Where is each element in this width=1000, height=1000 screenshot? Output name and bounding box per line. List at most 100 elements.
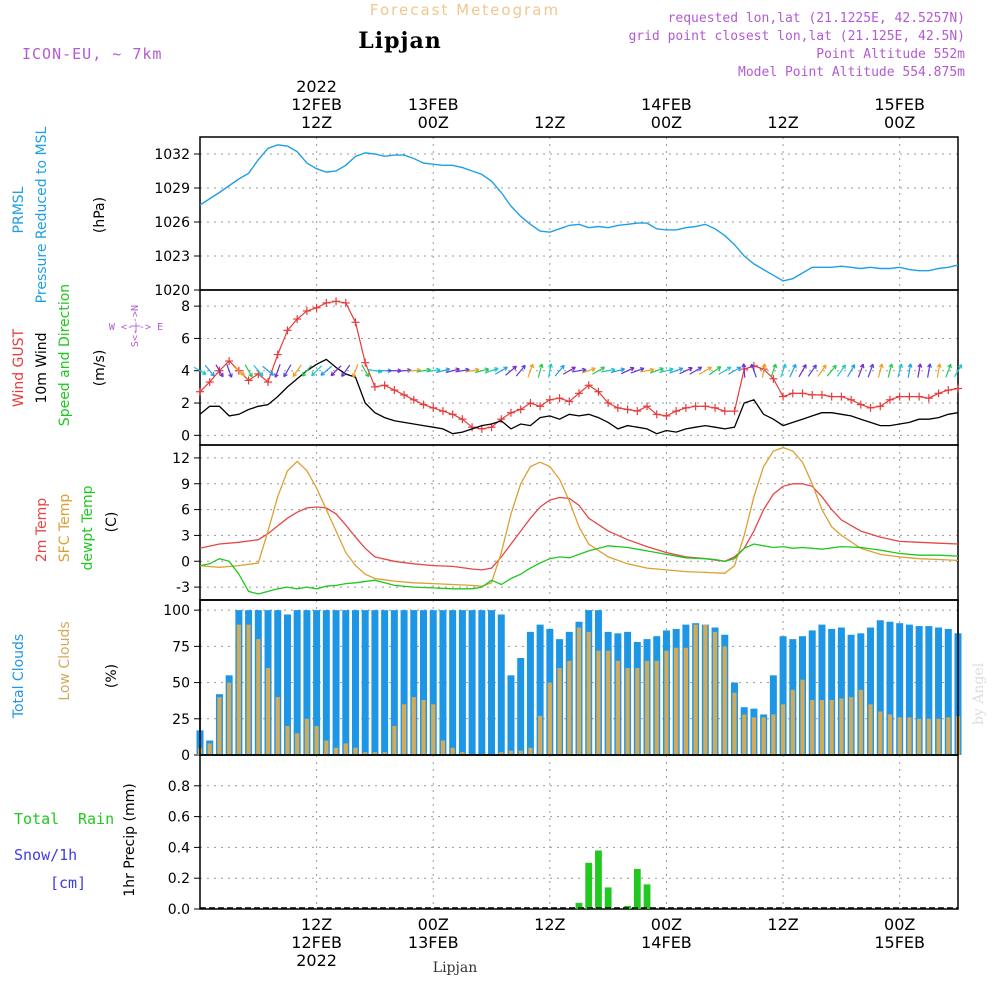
wind-direction-arrowhead	[629, 366, 635, 372]
low-cloud-bar	[353, 747, 358, 755]
low-cloud-bar	[401, 704, 407, 755]
low-cloud-bar	[742, 714, 747, 755]
precip-axis-label: 1hr Precip (mm)	[122, 783, 138, 896]
wind-direction-arrowhead	[283, 372, 288, 378]
wind-direction-arrowhead	[219, 372, 224, 378]
temperature-ytick-label: -3	[176, 580, 190, 596]
top-date-label: 13FEB	[408, 95, 459, 114]
low-cloud-bar	[654, 660, 659, 755]
low-cloud-bar	[674, 647, 679, 755]
wind-direction-arrow	[817, 364, 827, 377]
wind-direction-arrowhead	[936, 363, 942, 368]
requested-coords: requested lon,lat (21.1225E, 42.5257N)	[668, 11, 965, 26]
clouds-panel: 0 25 50 75 100	[163, 599, 962, 764]
wind-direction-arrowhead	[832, 364, 837, 370]
footer-location: Lipjan	[433, 960, 477, 976]
wind-direction-arrow	[193, 366, 207, 375]
wind-direction-arrowhead	[320, 371, 326, 376]
low-cloud-bar	[829, 699, 834, 755]
low-cloud-bar	[868, 704, 873, 755]
low-cloud-bar	[936, 718, 941, 755]
wind-direction-arrowhead	[364, 372, 370, 378]
rain-bar	[575, 902, 583, 909]
low-cloud-bar	[946, 717, 951, 755]
wind-direction-arrow	[807, 364, 817, 377]
total-cloud-bar	[458, 610, 466, 755]
temperature-labels: 2m Temp SFC Temp dewpt Temp (C)	[34, 485, 120, 570]
low-cloud-bar	[810, 699, 815, 755]
low-cloud-bar	[771, 714, 776, 755]
wind-direction-arrowhead	[697, 366, 703, 371]
wind-direction-arrow	[494, 366, 508, 375]
wind-direction-arrowhead	[269, 371, 274, 376]
low-cloud-bar	[596, 650, 601, 755]
wind-direction-arrow	[649, 367, 664, 374]
precip-labels: Total Rain Snow/1h [cm] 1hr Precip (mm)	[14, 783, 138, 896]
low-cloud-bar	[751, 717, 757, 755]
wind-direction-arrow	[798, 364, 807, 378]
total-cloud-bar	[313, 610, 321, 755]
wind-direction-arrow	[253, 364, 264, 377]
total-cloud-bar	[468, 610, 476, 755]
top-hour-label: 00Z	[418, 113, 449, 132]
wind-direction-arrow	[226, 363, 233, 378]
wind-direction-arrow	[465, 368, 480, 373]
total-cloud-bar	[837, 627, 845, 755]
wind-direction-arrowhead	[521, 364, 526, 370]
wind-direction-arrow	[515, 364, 526, 377]
temp-sfc-line	[199, 446, 959, 587]
low-cloud-bar	[333, 747, 339, 755]
precipitation-panel: 0.0 0.2 0.4 0.6 0.8	[168, 754, 959, 918]
wind-direction-arrow	[742, 363, 746, 378]
wind-direction-arrow	[262, 365, 274, 376]
wind-direction-arrow	[679, 367, 693, 375]
top-hour-label: 00Z	[884, 113, 915, 132]
low-cloud-bar	[625, 668, 630, 755]
wind-ytick-label: 8	[181, 299, 190, 315]
rain-bar	[604, 887, 612, 909]
top-hour-label: 12Z	[301, 113, 332, 132]
wind-direction-arrow	[244, 364, 253, 378]
pressure-ytick-label: 1026	[154, 215, 190, 231]
temp-dew-label: dewpt Temp	[80, 485, 96, 570]
low-cloud-bar	[878, 711, 883, 755]
wind-direction-arrow	[953, 364, 963, 378]
total-cloud-bar	[896, 623, 904, 755]
rain-bar	[585, 862, 593, 909]
top-date-label: 15FEB	[874, 95, 925, 114]
pressure-labels: PRMSL Pressure Reduced to MSL (hPa)	[11, 126, 108, 303]
wind-direction-arrow	[341, 364, 351, 377]
wind-direction-arrowhead	[301, 372, 307, 377]
total-cloud-bar	[867, 627, 875, 755]
top-year-label: 2022	[296, 77, 337, 96]
total-cloud-bar	[322, 610, 330, 755]
bottom-date-label: 12FEB	[291, 933, 342, 952]
temperature-frame	[199, 444, 959, 601]
wind-ytick-label: 0	[181, 428, 190, 444]
low-cloud-bar	[917, 718, 922, 755]
low-cloud-bar	[528, 747, 533, 755]
low-cloud-bar	[712, 631, 718, 755]
low-cloud-bar	[518, 750, 523, 755]
wind-direction-arrow	[917, 363, 921, 378]
low-cloud-bar	[722, 646, 727, 755]
wind-direction-arrow	[572, 368, 586, 373]
wind-direction-arrowhead	[240, 371, 245, 376]
precipitation-ytick-label: 0.4	[168, 840, 190, 856]
compass-ns-label: S<-|->N	[130, 305, 141, 347]
bottom-year-label: 2022	[296, 951, 337, 970]
wind-ytick-label: 4	[181, 364, 190, 380]
total-cloud-bar	[847, 634, 855, 755]
precipitation-ytick-label: 0.0	[168, 902, 190, 918]
wind-direction-arrowhead	[726, 366, 732, 371]
compass-we-label: W <-|-> E	[109, 322, 163, 333]
wind-direction-arrow	[274, 363, 281, 378]
wind-direction-arrowhead	[228, 373, 233, 378]
wind-direction-arrowhead	[503, 366, 508, 371]
low-cloud-bar	[265, 668, 271, 755]
wind-direction-arrowhead	[248, 372, 253, 378]
low-cloud-bar	[800, 679, 805, 755]
wind-direction-arrow	[311, 365, 322, 377]
wind-direction-arrow	[554, 364, 565, 377]
wind-labels: Wind GUST 10m Wind Speed and Direction (…	[11, 284, 163, 426]
